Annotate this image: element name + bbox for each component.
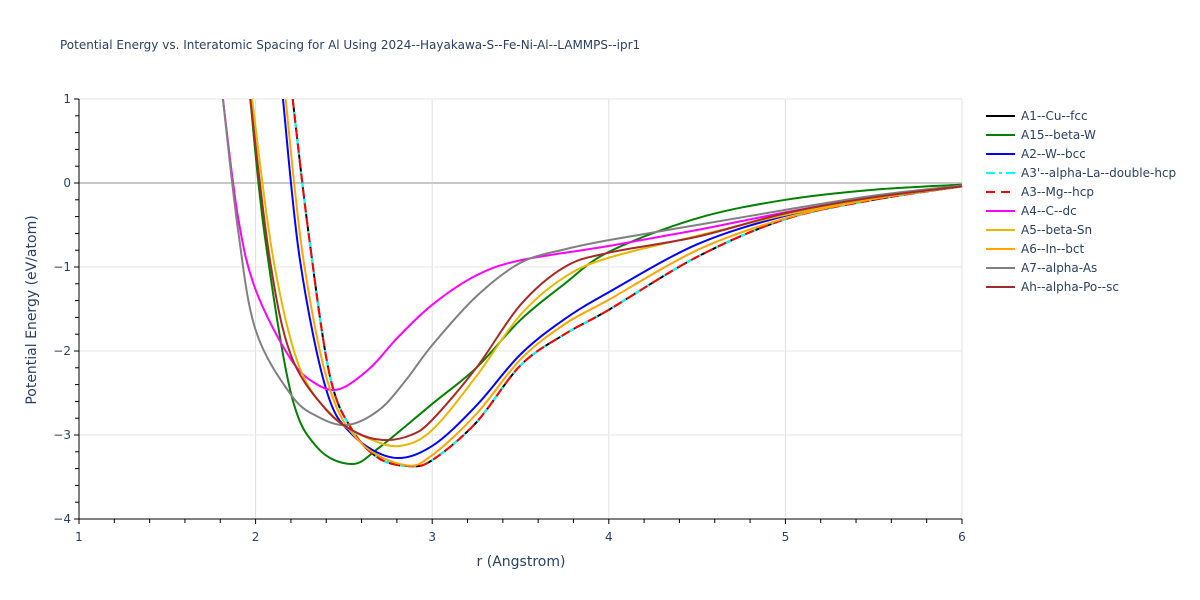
legend-item[interactable]: A2--W--bcc: [985, 144, 1176, 163]
y-tick-label: −2: [53, 344, 71, 358]
x-tick-label: 5: [782, 530, 790, 544]
legend-label: A4--C--dc: [1021, 203, 1077, 218]
y-tick-label: 1: [63, 92, 71, 106]
legend-swatch-icon: [986, 228, 1015, 231]
series-line: [291, 99, 963, 468]
legend: A1--Cu--fcc A15--beta-W A2--W--bcc A3'--alp…: [985, 106, 1176, 296]
legend-swatch-icon: [986, 285, 1015, 288]
legend-swatch-icon: [986, 133, 1015, 136]
x-axis-label: r (Angstrom): [476, 554, 566, 570]
y-tick-label: −3: [53, 428, 71, 442]
legend-item[interactable]: A3--Mg--hcp: [985, 182, 1176, 201]
series-line: [251, 99, 963, 448]
legend-item[interactable]: A5--beta-Sn: [985, 220, 1176, 239]
legend-swatch-icon: [986, 266, 1015, 269]
legend-item[interactable]: A4--C--dc: [985, 201, 1176, 220]
legend-item[interactable]: A6--In--bct: [985, 239, 1176, 258]
legend-label: A3'--alpha-La--double-hcp: [1021, 165, 1177, 180]
series-line: [249, 99, 963, 465]
y-tick-label: −4: [53, 512, 71, 526]
legend-label: A3--Mg--hcp: [1021, 184, 1094, 199]
legend-item[interactable]: Ah--alpha-Po--sc: [985, 277, 1176, 296]
legend-label: A2--W--bcc: [1021, 146, 1086, 161]
series-lines: [221, 99, 963, 468]
y-tick-label: 0: [63, 176, 71, 190]
legend-label: A5--beta-Sn: [1021, 222, 1093, 237]
series-line: [284, 99, 963, 467]
series-line: [221, 99, 963, 427]
x-tick-label: 3: [428, 530, 436, 544]
x-tick-label: 4: [605, 530, 613, 544]
legend-label: A7--alpha-As: [1021, 260, 1098, 275]
legend-swatch-icon: [986, 171, 1015, 174]
legend-label: A1--Cu--fcc: [1021, 108, 1088, 123]
chart-title: Potential Energy vs. Interatomic Spacing…: [60, 38, 641, 52]
legend-swatch-icon: [986, 152, 1015, 155]
legend-label: A15--beta-W: [1021, 127, 1096, 142]
y-axis-label: Potential Energy (eV/atom): [24, 215, 40, 405]
legend-item[interactable]: A3'--alpha-La--double-hcp: [985, 163, 1176, 182]
legend-swatch-icon: [986, 190, 1015, 193]
series-line: [249, 99, 963, 442]
x-tick-label: 6: [958, 530, 966, 544]
legend-swatch-icon: [986, 114, 1015, 117]
y-tick-label: −1: [53, 260, 71, 274]
grid-lines: [79, 98, 963, 520]
legend-swatch-icon: [986, 209, 1015, 212]
legend-label: A6--In--bct: [1021, 241, 1085, 256]
axes: 1 2 3 4 5 6 1 0 −1 −2 −3 −4: [53, 92, 966, 544]
legend-item[interactable]: A1--Cu--fcc: [985, 106, 1176, 125]
legend-swatch-icon: [986, 247, 1015, 250]
x-tick-label: 2: [252, 530, 260, 544]
x-tick-label: 1: [75, 530, 83, 544]
legend-label: Ah--alpha-Po--sc: [1021, 279, 1119, 294]
legend-item[interactable]: A7--alpha-As: [985, 258, 1176, 277]
legend-item[interactable]: A15--beta-W: [985, 125, 1176, 144]
series-line: [221, 99, 963, 392]
